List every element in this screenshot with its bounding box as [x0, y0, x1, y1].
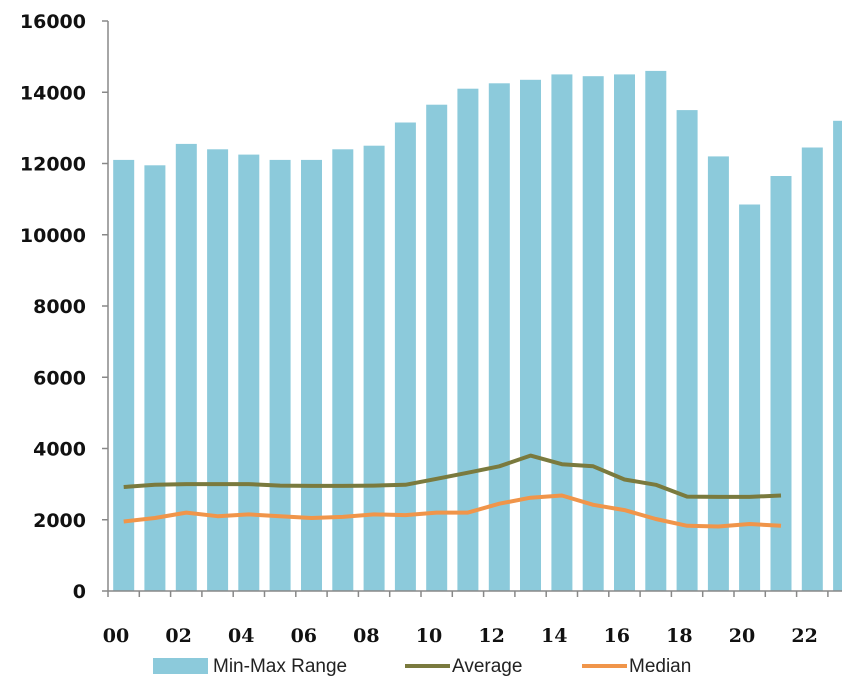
bar-1 — [144, 165, 166, 592]
y-tick-label: 8000 — [33, 296, 86, 318]
y-tick-label: 0 — [73, 581, 86, 603]
bar-19 — [707, 156, 729, 591]
y-tick-label: 14000 — [20, 82, 86, 104]
y-tick-label: 12000 — [20, 154, 86, 176]
bar-5 — [269, 159, 291, 591]
bar-0 — [113, 159, 135, 591]
ticks-layer: 0 2000 4000 6000 8000 10000 12000 14000 16000 00 0… — [20, 11, 818, 647]
y-tick-label: 2000 — [33, 510, 86, 532]
bar-14 — [551, 74, 573, 591]
legend-label-min-max-range: Min-Max Range — [213, 656, 347, 677]
legend-label-median: Median — [629, 656, 691, 677]
bar-12 — [488, 83, 510, 592]
x-tick-label: 08 — [353, 625, 379, 647]
x-tick-label: 14 — [541, 625, 567, 647]
y-tick-label: 4000 — [33, 439, 86, 461]
bar-8 — [363, 145, 385, 591]
line-median — [123, 493, 782, 529]
bar-6 — [301, 159, 322, 591]
bar-3 — [207, 149, 229, 592]
bar-18 — [676, 110, 698, 591]
bar-2 — [175, 143, 197, 591]
y-tick-label: 6000 — [33, 367, 86, 389]
bar-11 — [457, 88, 479, 591]
bar-16 — [614, 74, 635, 591]
x-tick-label: 10 — [416, 625, 442, 647]
bar-9 — [394, 122, 416, 591]
x-tick-label: 20 — [729, 625, 755, 647]
bar-22 — [801, 147, 823, 591]
x-tick-label: 06 — [291, 625, 317, 647]
bar-20 — [739, 204, 761, 591]
x-tick-label: 18 — [666, 625, 692, 647]
x-tick-label: 00 — [103, 625, 129, 647]
bar-7 — [332, 149, 354, 592]
x-tick-label: 12 — [478, 625, 504, 647]
line-average — [123, 453, 782, 499]
bar-17 — [645, 70, 667, 591]
legend-label-average: Average — [452, 656, 522, 677]
x-tick-label: 02 — [165, 625, 191, 647]
bar-10 — [426, 104, 448, 591]
y-tick-label: 16000 — [20, 11, 86, 33]
lines-layer — [123, 453, 782, 529]
x-tick-label: 16 — [604, 625, 630, 647]
bar-15 — [582, 76, 604, 591]
bars-layer — [113, 70, 842, 592]
x-tick-label: 04 — [228, 625, 254, 647]
bar-21 — [770, 176, 792, 591]
legend: Min-Max Range Average Median — [153, 656, 691, 677]
bar-13 — [520, 79, 541, 592]
bar-4 — [238, 154, 260, 591]
y-tick-label: 10000 — [20, 225, 86, 247]
bar-23 — [833, 120, 842, 592]
legend-swatch-min-max-range — [153, 658, 208, 674]
axes-layer — [102, 20, 842, 597]
x-tick-label: 22 — [791, 625, 817, 647]
